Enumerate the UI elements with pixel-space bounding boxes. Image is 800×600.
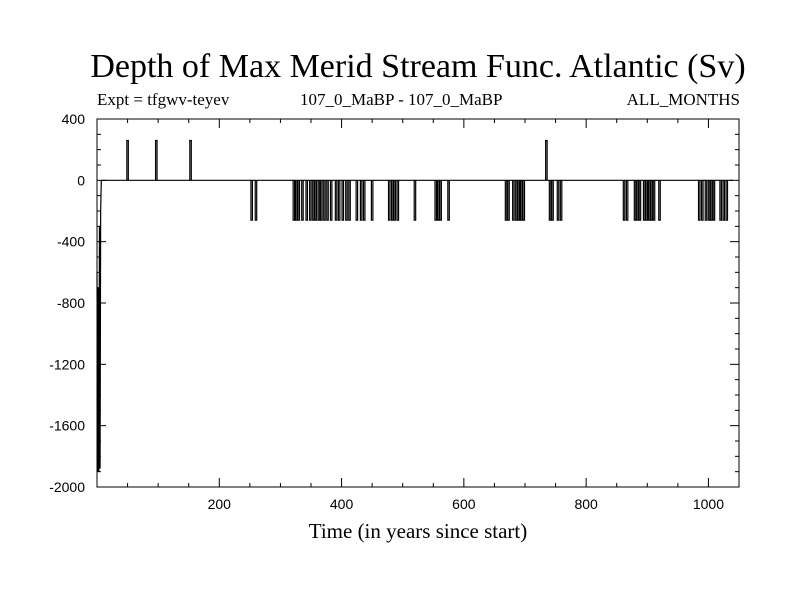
series-negative-spike (348, 180, 351, 221)
series-negative-spike (434, 180, 438, 221)
series-negative-spike (362, 180, 366, 221)
series-negative-spike (334, 180, 338, 221)
series-negative-spike (622, 180, 626, 221)
series-negative-spike (345, 180, 348, 221)
x-tick-label: 600 (452, 496, 476, 512)
y-tick-label: -2000 (49, 479, 85, 495)
series-negative-spike (725, 180, 729, 221)
series-negative-spike (638, 180, 642, 221)
series-negative-spike (393, 180, 397, 221)
series-negative-spike (633, 180, 637, 221)
x-tick-label: 200 (208, 496, 232, 512)
series-negative-spike (254, 180, 258, 221)
series-negative-spike (329, 180, 333, 221)
series-negative-spike (359, 180, 363, 221)
series-negative-spike (548, 180, 552, 221)
series-negative-spike (309, 180, 312, 221)
series-negative-spike (650, 180, 653, 221)
y-tick-label: 400 (62, 111, 86, 127)
series-negative-spike (355, 180, 359, 221)
series-negative-spike (712, 180, 716, 221)
series-negative-spike (323, 180, 326, 221)
series-negative-spike (559, 180, 563, 221)
series-positive-spike (545, 139, 548, 181)
series-negative-spike (719, 180, 722, 221)
series-negative-spike (700, 180, 704, 221)
y-tick-label: -800 (57, 295, 85, 311)
series-negative-spike (317, 180, 321, 221)
series-negative-spike (294, 180, 298, 221)
series-negative-spike (314, 180, 318, 221)
chart-title: Depth of Max Merid Stream Func. Atlantic… (90, 48, 746, 85)
series-negative-spike (312, 180, 315, 221)
series-negative-spike (504, 180, 508, 221)
series-negative-spike (704, 180, 708, 221)
series-negative-spike (297, 180, 301, 221)
series-negative-spike (370, 180, 374, 221)
series-positive-spike (189, 139, 192, 181)
series-negative-spike (625, 180, 629, 221)
series-negative-spike (697, 180, 701, 221)
series-negative-spike (515, 180, 518, 221)
series-negative-spike (519, 180, 523, 221)
series-negative-spike (301, 180, 304, 221)
experiment-label: Expt = tfgwv-teyev (97, 90, 230, 109)
series-negative-spike (436, 180, 440, 221)
series-negative-spike (517, 180, 521, 221)
series-negative-spike (305, 180, 309, 221)
series-negative-spike (522, 180, 526, 221)
series-negative-spike (439, 180, 442, 221)
plot-frame (96, 118, 740, 488)
x-tick-label: 400 (330, 496, 354, 512)
series-negative-spike (636, 180, 639, 221)
series-negative-spike (551, 180, 554, 221)
series-negative-spike (326, 180, 329, 221)
series-negative-spike (396, 180, 400, 221)
series-negative-spike (710, 180, 713, 221)
series-negative-spike (642, 180, 646, 221)
y-tick-label: -400 (57, 234, 85, 250)
series-initial-segment (96, 180, 102, 472)
series-negative-spike (507, 180, 510, 221)
series-negative-spike (387, 180, 391, 221)
series-negative-spike (556, 180, 560, 221)
series-negative-spike (413, 180, 417, 221)
series-negative-spike (447, 180, 450, 221)
y-tick-label: -1600 (49, 418, 85, 434)
y-tick-label: -1200 (49, 356, 85, 372)
x-tick-label: 1000 (693, 496, 724, 512)
series-positive-spike (126, 139, 129, 181)
series-negative-spike (292, 180, 296, 221)
series-positive-spike (154, 139, 158, 181)
period-label: 107_0_MaBP - 107_0_MaBP (300, 90, 503, 109)
months-label: ALL_MONTHS (626, 90, 740, 109)
series-negative-spike (652, 180, 656, 221)
y-tick-label: 0 (77, 172, 85, 188)
series-negative-spike (390, 180, 394, 221)
series-negative-spike (645, 180, 649, 221)
series-negative-spike (647, 180, 651, 221)
series-negative-spike (320, 180, 323, 221)
x-tick-label: 800 (574, 496, 598, 512)
series-negative-spike (658, 180, 661, 221)
series-negative-spike (512, 180, 515, 221)
series-negative-spike (341, 180, 345, 221)
x-axis-label: Time (in years since start) (309, 519, 528, 543)
series-negative-spike (707, 180, 711, 221)
series-negative-spike (722, 180, 726, 221)
series-negative-spike (337, 180, 341, 221)
series-negative-spike (250, 180, 254, 221)
